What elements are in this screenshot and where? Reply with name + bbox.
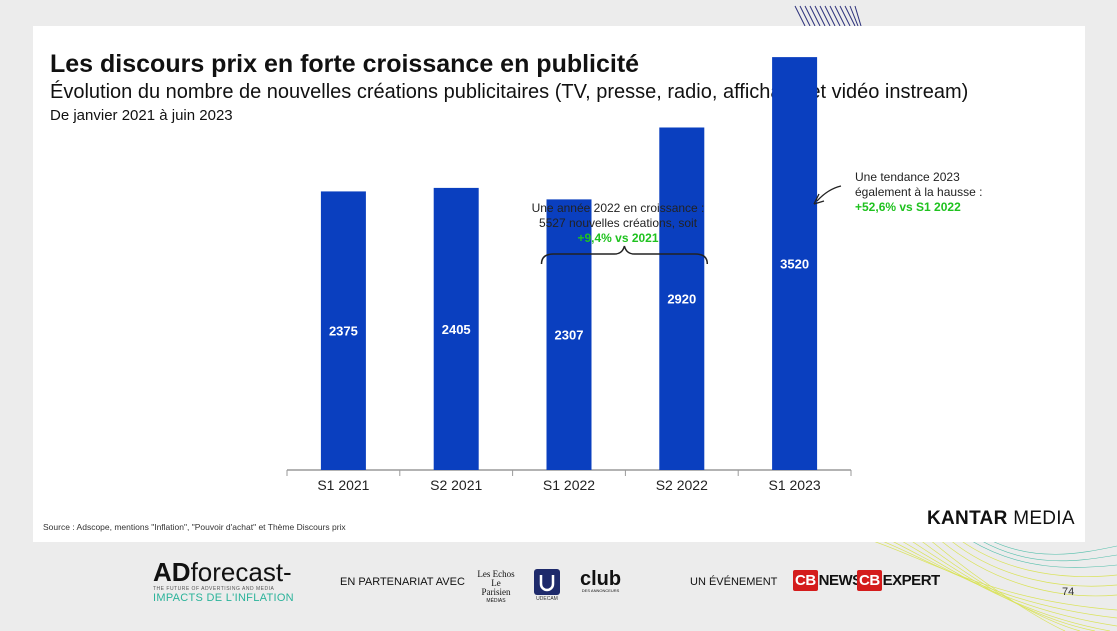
club-des-annonceurs-logo: club DES ANNONCEURS [580, 568, 621, 593]
annotation-2023: Une tendance 2023 également à la hausse … [855, 170, 982, 215]
arrow-2023-head [813, 193, 825, 205]
data-label: 2920 [667, 292, 696, 307]
udecam-text: UDECAM [536, 596, 558, 602]
bar-chart: 2375 S1 2021 2405 S2 2021 2307 S1 2022 2920 S2 … [286, 57, 852, 493]
annotation-2023-line2: également à la hausse : [855, 185, 983, 199]
annotation-2022-line1: Une année 2022 en croissance : [531, 201, 705, 215]
x-tick-label: S1 2022 [543, 477, 595, 493]
data-label: 2405 [442, 322, 471, 337]
kantar-logo-bold: KANTAR [927, 508, 1008, 529]
adforecast-logo: ADforecast- THE FUTURE OF ADVERTISING AN… [153, 557, 294, 604]
data-label: 2375 [329, 324, 358, 339]
cb-badge: CB [857, 570, 882, 591]
slide-title: Les discours prix en forte croissance en… [50, 50, 640, 78]
annotation-2022: Une année 2022 en croissance : 5527 nouv… [503, 201, 733, 246]
cbnews-logo: CB NEWS [793, 570, 862, 594]
slide-period: De janvier 2021 à juin 2023 [50, 107, 233, 124]
decorative-waves [870, 540, 1117, 631]
cb-badge: CB [793, 570, 818, 591]
lesechos-text: Les Echos [477, 569, 515, 579]
brace-2022 [540, 245, 709, 265]
bar-5 [772, 57, 818, 470]
lesechos-leparisien-logo: Les Echos Le Parisien MÉDIAS [476, 570, 516, 606]
x-tick-label: S1 2023 [769, 477, 821, 493]
club-text: club [580, 568, 622, 590]
bar-2 [433, 187, 479, 470]
logo-forecast: forecast- [190, 557, 292, 587]
kantar-media-logo: KANTAR MEDIA [927, 508, 1075, 530]
x-tick-label: S1 2021 [317, 477, 369, 493]
event-label: UN ÉVÉNEMENT [690, 576, 778, 588]
logo-tagline: THE FUTURE OF ADVERTISING AND MEDIA [153, 586, 275, 592]
slide-subtitle: Évolution du nombre de nouvelles créatio… [50, 81, 969, 103]
annotation-2023-highlight: +52,6% vs S1 2022 [855, 200, 961, 214]
kantar-logo-rest: MEDIA [1007, 508, 1075, 529]
data-label: 2307 [555, 328, 584, 343]
bar-1 [320, 191, 366, 470]
annotation-2023-line1: Une tendance 2023 [855, 170, 960, 184]
decorative-stripes [794, 5, 862, 26]
x-tick-label: S2 2021 [430, 477, 482, 493]
leparisien-text: Le Parisien [481, 578, 511, 597]
slide: Les discours prix en forte croissance en… [33, 26, 1085, 542]
page-number: 74 [1062, 586, 1075, 598]
club-sub-text: DES ANNONCEURS [581, 588, 620, 593]
bar-3 [546, 199, 592, 470]
udecam-shape-icon [539, 575, 555, 592]
source-note: Source : Adscope, mentions "Inflation", … [43, 522, 346, 532]
cbexpert-text: EXPERT [882, 572, 941, 589]
bar-4 [659, 127, 705, 471]
data-label: 3520 [780, 257, 809, 272]
cbexpert-logo: CB EXPERT [857, 570, 940, 594]
logo-impacts: IMPACTS DE L'INFLATION [153, 592, 294, 604]
annotation-2022-highlight: +9,4% vs 2021 [577, 231, 659, 245]
logo-ad: AD [153, 557, 191, 587]
udecam-logo-icon [534, 569, 560, 595]
annotation-2022-line2: 5527 nouvelles créations, soit [538, 216, 698, 230]
medias-text: MÉDIAS [486, 598, 506, 604]
arrow-2023 [816, 185, 842, 202]
cbnews-text: NEWS [818, 572, 863, 589]
partner-label: EN PARTENARIAT AVEC [340, 576, 465, 588]
x-tick-label: S2 2022 [656, 477, 708, 493]
